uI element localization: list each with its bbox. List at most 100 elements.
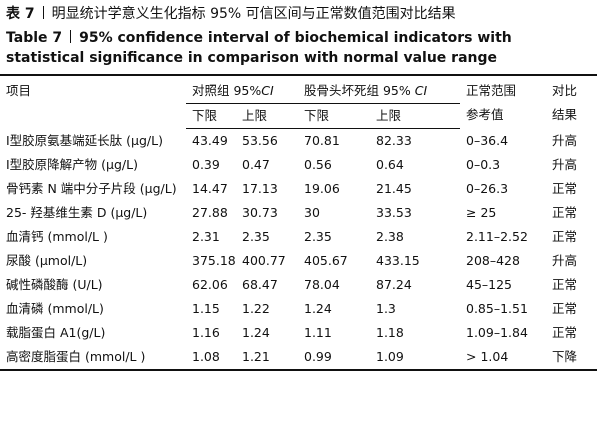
value-cell: 30 [304, 205, 320, 220]
value-cell: 27.88 [192, 205, 228, 220]
header-cell: 上限 [236, 103, 298, 129]
value-cell: 2.35 [304, 229, 332, 244]
header-line: 正常范围 [466, 83, 517, 98]
value-cell: 2.35 [242, 229, 270, 244]
header-line: 对比 [552, 83, 578, 98]
header-cell: 正常范围 参考值 [460, 74, 546, 129]
value-cell: 1.09 [370, 345, 460, 371]
table-row: 血清磷 (mmol/L) 1.15 1.22 1.24 1.3 0.85–1.51 正常 [0, 297, 597, 321]
item-cell: Ⅰ型胶原氨基端延长肽 (μg/L) [6, 132, 163, 148]
value-cell: 1.21 [236, 345, 298, 371]
value-cell: 405.67 [304, 253, 348, 268]
value-cell: 62.06 [192, 277, 228, 292]
value-cell: 400.77 [242, 253, 286, 268]
value-cell: 68.47 [242, 277, 278, 292]
header-line: 结果 [552, 107, 578, 122]
value-cell: 0–36.4 [466, 132, 509, 148]
header-cell: 上限 [370, 103, 460, 129]
header-text: 对照组 95% [192, 83, 262, 98]
value-cell: 正常 [552, 181, 578, 196]
table-row: 碱性磷酸酶 (U/L) 62.06 68.47 78.04 87.24 45–125 正常 [0, 273, 597, 297]
value-cell: > 1.04 [460, 345, 546, 371]
header-cell: 项目 [0, 74, 186, 129]
value-cell: 0.47 [242, 157, 270, 172]
value-cell: 正常 [552, 325, 578, 340]
item-cell: 载脂蛋白 A1(g/L) [6, 325, 106, 340]
value-cell: 下降 [546, 345, 597, 371]
header-cell: 下限 [186, 103, 236, 129]
header-text: 股骨头坏死组 95% [304, 83, 415, 98]
value-cell: 45–125 [466, 277, 513, 292]
item-cell: 血清钙 (mmol/L ) [6, 229, 108, 244]
value-cell: 0.56 [304, 157, 332, 172]
value-cell: 82.33 [376, 133, 412, 148]
table-row: 高密度脂蛋白 (mmol/L ) 1.08 1.21 0.99 1.09 > 1.04 下降 [0, 345, 597, 371]
value-cell: 升高 [552, 132, 578, 148]
value-cell: 53.56 [242, 133, 278, 148]
table-row: Ⅰ型胶原氨基端延长肽 (μg/L) 43.49 53.56 70.81 82.33 0–3… [0, 129, 597, 154]
caption-label: 表 7 [6, 6, 35, 22]
value-cell: 升高 [552, 253, 578, 268]
header-cell: 下限 [298, 103, 370, 129]
value-cell: 0.64 [376, 157, 404, 172]
item-cell: 25- 羟基维生素 D (μg/L) [6, 205, 148, 220]
header-ci: CI [261, 83, 274, 98]
value-cell: 1.22 [242, 301, 270, 316]
table-row: 血清钙 (mmol/L ) 2.31 2.35 2.35 2.38 2.11–2.52 正常 [0, 225, 597, 249]
caption-text: 95% confidence interval of biochemical i… [6, 30, 512, 66]
value-cell: 0–0.3 [466, 157, 501, 172]
value-cell: 1.11 [304, 325, 332, 340]
header-cell: 对照组 95%CI [186, 74, 298, 104]
value-cell: 1.16 [192, 325, 220, 340]
value-cell: 1.08 [186, 345, 236, 371]
value-cell: 2.11–2.52 [466, 229, 528, 244]
value-cell: 375.18 [192, 253, 236, 268]
table-row: 尿酸 (μmol/L) 375.18 400.77 405.67 433.15 208–4… [0, 249, 597, 273]
value-cell: 正常 [552, 277, 578, 292]
value-cell: 1.3 [376, 301, 396, 316]
item-cell: 血清磷 (mmol/L) [6, 301, 104, 316]
table-row: 25- 羟基维生素 D (μg/L) 27.88 30.73 30 33.53 ≥ 25 正… [0, 201, 597, 225]
caption-label: Table 7 [6, 30, 63, 46]
value-cell: 2.31 [192, 229, 220, 244]
header-cell: 对比 结果 [546, 74, 597, 129]
item-cell: Ⅰ型胶原降解产物 (μg/L) [6, 157, 138, 172]
value-cell: 14.47 [192, 181, 228, 196]
value-cell: 208–428 [466, 253, 520, 268]
value-cell: 0–26.3 [466, 181, 509, 196]
item-cell: 骨钙素 N 端中分子片段 (μg/L) [6, 181, 177, 196]
item-cell: 高密度脂蛋白 (mmol/L ) [0, 345, 186, 371]
value-cell: 33.53 [376, 205, 412, 220]
data-table: 项目 对照组 95%CI 股骨头坏死组 95% CI 正常范围 参考值 对比 结果 … [0, 74, 597, 371]
value-cell: 1.09–1.84 [466, 325, 528, 340]
table-row: Ⅰ型胶原降解产物 (μg/L) 0.39 0.47 0.56 0.64 0–0.3 升高 [0, 153, 597, 177]
table-body: Ⅰ型胶原氨基端延长肽 (μg/L) 43.49 53.56 70.81 82.33 0–3… [0, 129, 597, 371]
table-row: 载脂蛋白 A1(g/L) 1.16 1.24 1.11 1.18 1.09–1.84 正常 [0, 321, 597, 345]
value-cell: 正常 [552, 205, 578, 220]
value-cell: 21.45 [376, 181, 412, 196]
value-cell: 0.99 [298, 345, 370, 371]
value-cell: 78.04 [304, 277, 340, 292]
table-row: 骨钙素 N 端中分子片段 (μg/L) 14.47 17.13 19.06 21.45 0… [0, 177, 597, 201]
value-cell: 2.38 [376, 229, 404, 244]
caption-en: Table 7 95% confidence interval of bioche… [0, 24, 597, 68]
value-cell: 70.81 [304, 133, 340, 148]
header-ci: CI [414, 83, 428, 98]
value-cell: 1.15 [192, 301, 220, 316]
caption-text: 明显统计学意义生化指标 95% 可信区间与正常数值范围对比结果 [51, 6, 456, 22]
value-cell: 17.13 [242, 181, 278, 196]
item-cell: 碱性磷酸酶 (U/L) [6, 277, 103, 292]
value-cell: 1.24 [242, 325, 270, 340]
value-cell: 0.85–1.51 [466, 301, 528, 316]
header-line: 参考值 [466, 107, 504, 122]
value-cell: 30.73 [242, 205, 278, 220]
item-cell: 尿酸 (μmol/L) [6, 253, 88, 268]
value-cell: 正常 [552, 301, 578, 316]
caption-zh: 表 7 明显统计学意义生化指标 95% 可信区间与正常数值范围对比结果 [0, 0, 597, 24]
value-cell: 升高 [552, 157, 578, 172]
value-cell: 正常 [552, 229, 578, 244]
value-cell: 0.39 [192, 157, 220, 172]
header-cell: 股骨头坏死组 95% CI [298, 74, 460, 104]
value-cell: 19.06 [304, 181, 340, 196]
